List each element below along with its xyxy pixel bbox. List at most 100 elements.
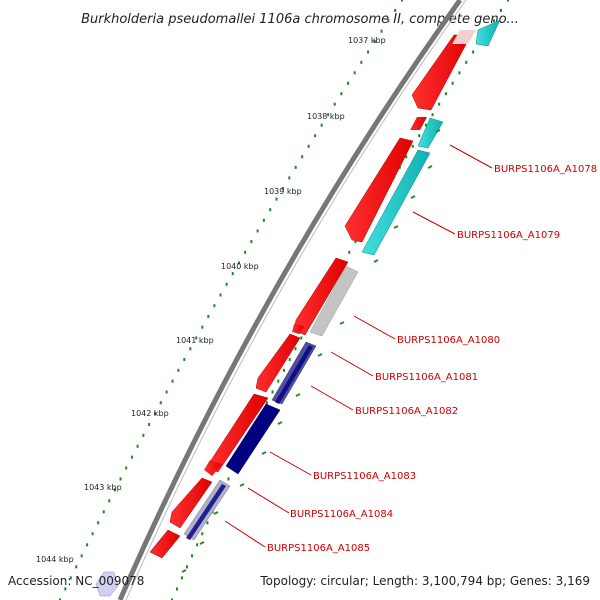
gene-label[interactable]: BURPS1106A_A1084 xyxy=(290,509,393,520)
tick-dot xyxy=(367,50,370,54)
tick-dot xyxy=(360,60,363,64)
gene-feature[interactable] xyxy=(417,117,444,149)
tick-dot xyxy=(64,587,67,591)
gene-feature[interactable] xyxy=(411,34,472,111)
tick-dot xyxy=(225,282,228,286)
tick-dot xyxy=(507,0,509,2)
tick-dot xyxy=(288,176,291,180)
tick-dot xyxy=(294,347,297,351)
gene-feature[interactable] xyxy=(95,571,119,597)
gene-label[interactable]: BURPS1106A_A1079 xyxy=(457,230,560,241)
tick-dot xyxy=(136,444,139,448)
gene-feature[interactable] xyxy=(361,149,431,256)
tick-dot xyxy=(175,587,178,591)
tick-label: 1044 kbp xyxy=(36,555,74,564)
gene-feature[interactable] xyxy=(344,137,414,243)
gene-label[interactable]: BURPS1106A_A1078 xyxy=(494,164,597,175)
tick-dot xyxy=(380,29,383,33)
tick-dot xyxy=(424,123,427,127)
gene-label[interactable]: BURPS1106A_A1085 xyxy=(267,543,370,554)
tick-dot xyxy=(191,554,194,558)
gene-feature[interactable] xyxy=(255,333,301,393)
scale-ticks: 1037 kbp 1038 kbp 1039 kbp 1040 kbp 1041… xyxy=(36,36,386,564)
tick-dot xyxy=(165,390,168,394)
tick-dot xyxy=(405,155,408,159)
gene-feature[interactable] xyxy=(475,19,501,47)
accession-label: Accession: NC_009078 xyxy=(8,574,145,588)
tick-dot xyxy=(148,422,151,426)
genome-summary: Topology: circular; Length: 3,100,794 bp… xyxy=(260,574,590,588)
tick-dot xyxy=(231,272,234,276)
tick-dot xyxy=(353,71,356,75)
tick-dot xyxy=(301,155,304,159)
tick-dot xyxy=(171,598,173,600)
tick-dot xyxy=(185,565,188,569)
tick-dot xyxy=(320,123,323,127)
tick-dot xyxy=(271,390,274,394)
tick-dot xyxy=(80,554,83,558)
tick-dot xyxy=(119,477,122,481)
tick-dot xyxy=(171,379,174,383)
tick-dot xyxy=(394,8,397,12)
tick-dot xyxy=(451,81,454,85)
tick-dot xyxy=(472,50,475,54)
tick-dot xyxy=(250,240,253,244)
tick-dot xyxy=(411,144,414,148)
tick-dot xyxy=(347,81,349,85)
tick-dot xyxy=(387,19,390,23)
gene-feature[interactable] xyxy=(410,117,427,130)
gene-feature[interactable] xyxy=(292,324,304,334)
tick-dot xyxy=(227,477,230,481)
tick-dot xyxy=(269,208,272,212)
gene-labels: BURPS1106A_A1078 BURPS1106A_A1079 BURPS1… xyxy=(267,164,597,554)
gene-feature[interactable] xyxy=(309,265,359,337)
tick-dot xyxy=(97,521,100,525)
tick-label: 1039 kbp xyxy=(264,187,302,196)
gene-feature[interactable] xyxy=(169,477,213,529)
tick-dot xyxy=(237,261,240,265)
tick-dot xyxy=(207,314,210,318)
gene-feature[interactable] xyxy=(186,484,226,540)
tick-dot xyxy=(130,455,133,459)
gene-label[interactable]: BURPS1106A_A1083 xyxy=(313,471,416,482)
tick-dot xyxy=(213,304,216,308)
gene-feature[interactable] xyxy=(225,403,281,475)
tick-dot xyxy=(282,368,285,372)
tick-dot xyxy=(244,250,247,254)
tick-dot xyxy=(91,532,94,536)
gene-label[interactable]: BURPS1106A_A1080 xyxy=(397,335,500,346)
tick-label: 1038 kbp xyxy=(307,112,345,121)
tick-dot-guides xyxy=(59,0,509,600)
backbone-shadow xyxy=(125,0,467,600)
tick-dot xyxy=(300,336,303,340)
label-leaders xyxy=(224,144,493,548)
tick-dot xyxy=(180,576,183,580)
tick-dot xyxy=(219,293,222,297)
gene-feature[interactable] xyxy=(204,460,222,476)
tick-dot xyxy=(438,102,441,106)
tick-dot xyxy=(465,60,468,64)
backbone xyxy=(117,0,463,600)
tick-dot xyxy=(177,368,180,372)
gene-label[interactable]: BURPS1106A_A1081 xyxy=(375,372,478,383)
tick-dot xyxy=(277,379,280,383)
gene-label[interactable]: BURPS1106A_A1082 xyxy=(355,406,458,417)
tick-dot xyxy=(69,576,72,580)
tick-dot xyxy=(183,358,186,362)
tick-dot xyxy=(314,134,317,138)
gene-feature[interactable] xyxy=(205,393,269,473)
tick-dot xyxy=(373,40,376,44)
tick-label: 1040 kbp xyxy=(221,262,259,271)
tick-label: 1043 kbp xyxy=(84,483,122,492)
tick-dot xyxy=(75,565,78,569)
gene-feature[interactable] xyxy=(275,345,313,404)
gene-feature[interactable] xyxy=(149,529,181,559)
tick-dot xyxy=(189,347,192,351)
tick-dot xyxy=(265,401,268,405)
tick-dot xyxy=(333,102,336,106)
tick-dot xyxy=(108,499,111,503)
tick-dot xyxy=(307,144,310,148)
tick-dot xyxy=(354,240,357,244)
gene-feature[interactable] xyxy=(452,30,476,44)
feature-markers xyxy=(181,129,441,573)
